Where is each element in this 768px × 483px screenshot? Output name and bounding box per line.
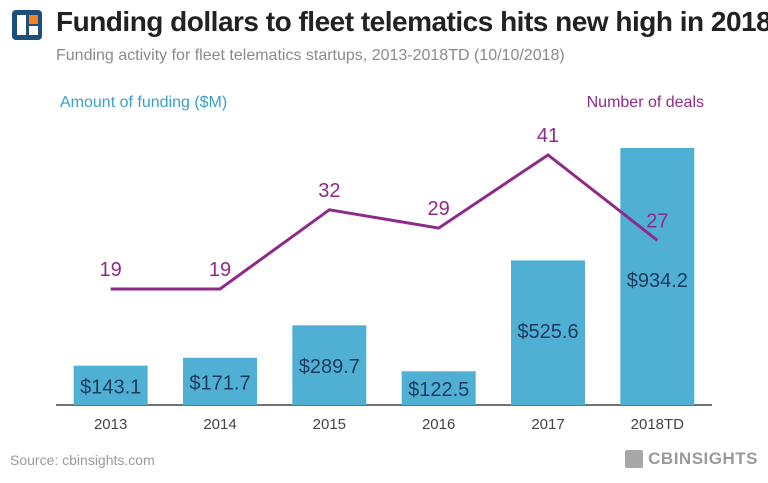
legend-deals: Number of deals [586,94,704,111]
x-tick-2015: 2015 [313,416,346,433]
brand-footer: CBINSIGHTS [625,449,758,469]
chart-title: Funding dollars to fleet telematics hits… [56,6,768,37]
bar-label-2017: $525.6 [517,321,578,343]
deal-label-2013: 19 [100,259,122,281]
brand-text: CBINSIGHTS [648,449,758,468]
x-tick-2014: 2014 [203,416,236,433]
bar-2015 [292,325,367,405]
bar-2016 [401,371,476,405]
cb-brand-icon [625,450,644,468]
deal-label-2017: 41 [537,125,559,147]
bar-2018TD [620,148,695,405]
bar-2014 [183,357,257,405]
deal-label-2016: 29 [428,198,450,220]
deals-line [110,153,659,291]
bar-label-2013: $143.1 [80,376,141,398]
deal-label-2018TD: 27 [646,210,668,232]
x-tick-2013: 2013 [94,416,127,433]
bar-label-2018TD: $934.2 [627,270,688,292]
bar-label-2014: $171.7 [189,372,250,394]
legend-funding: Amount of funding ($M) [60,94,228,111]
cb-insights-logo-icon [12,10,42,40]
source-note: Source: cbinsights.com [10,452,155,468]
x-tick-2018TD: 2018TD [631,416,685,433]
bar-label-2015: $289.7 [299,356,360,378]
deal-label-2014: 19 [209,259,231,281]
bar-2017 [511,260,585,405]
bar-label-2016: $122.5 [408,379,469,401]
chart-subtitle: Funding activity for fleet telematics st… [56,47,565,64]
x-tick-2017: 2017 [531,416,564,433]
bar-2013 [73,365,148,405]
deal-label-2015: 32 [318,180,340,202]
x-tick-2016: 2016 [422,416,455,433]
